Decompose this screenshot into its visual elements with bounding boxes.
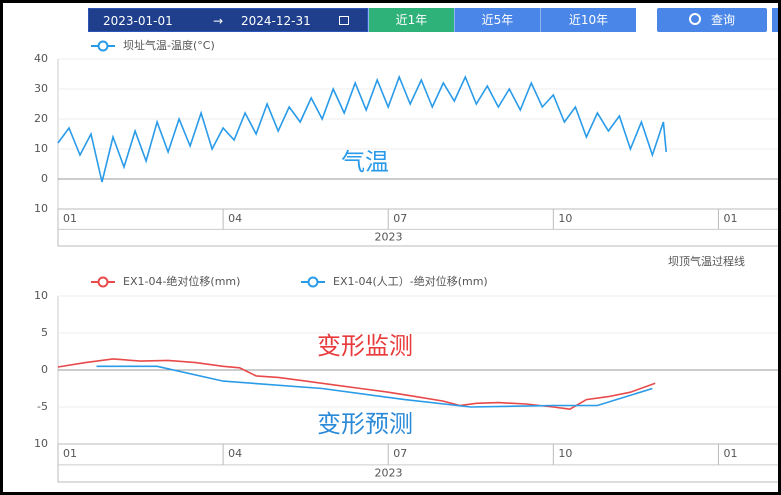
arrow: → bbox=[213, 14, 224, 28]
annotation: 气温 bbox=[341, 148, 389, 176]
annotation: 变形预测 bbox=[317, 410, 413, 438]
date-range-picker[interactable]: 2023-01-01 → 2024-12-31 bbox=[88, 8, 368, 32]
x-tick-label: 10 bbox=[558, 447, 572, 460]
y-tick-label: 10 bbox=[34, 437, 48, 450]
series-line bbox=[57, 358, 656, 411]
y-tick-label: 40 bbox=[34, 52, 48, 65]
x-tick-label: 04 bbox=[228, 212, 242, 225]
legend-marker bbox=[307, 276, 319, 288]
legend-label: 坝址气温-温度(°C) bbox=[123, 38, 215, 52]
button-edge bbox=[772, 8, 778, 32]
y-tick-label: 10 bbox=[34, 142, 48, 155]
y-tick-label: 30 bbox=[34, 82, 48, 95]
query-label: 查询 bbox=[710, 13, 735, 27]
search-icon bbox=[688, 13, 701, 25]
legend-label: EX1-04-绝对位移(mm) bbox=[123, 274, 240, 288]
x-tick-label: 07 bbox=[393, 447, 407, 460]
range-button[interactable]: 近1年 bbox=[368, 8, 454, 32]
y-tick-label: 10 bbox=[34, 202, 48, 215]
chart-caption: 坝顶气温过程线 bbox=[668, 254, 745, 268]
y-tick-label: 20 bbox=[34, 112, 48, 125]
annotation: 变形监测 bbox=[317, 332, 413, 360]
y-tick-label: 0 bbox=[41, 172, 48, 185]
x-tick-label: 10 bbox=[558, 212, 572, 225]
legend-marker bbox=[97, 40, 109, 52]
range-button[interactable]: 近10年 bbox=[540, 8, 636, 32]
y-tick-label: 5 bbox=[41, 326, 48, 339]
x-group-label: 2023 bbox=[375, 466, 403, 479]
x-tick-label: 01 bbox=[63, 212, 77, 225]
x-tick-label: 07 bbox=[393, 212, 407, 225]
x-axis-band bbox=[57, 208, 778, 247]
start-date: 2023-01-01 bbox=[103, 14, 173, 28]
y-tick-label: -5 bbox=[37, 400, 48, 413]
y-tick-label: 0 bbox=[41, 363, 48, 376]
calendar-icon bbox=[339, 16, 349, 25]
legend-marker bbox=[97, 276, 109, 288]
toolbar: 2023-01-01 → 2024-12-31 近1年 近5年 近10年 查询 bbox=[3, 8, 778, 34]
legend-label: EX1-04(人工）-绝对位移(mm) bbox=[333, 274, 488, 288]
x-axis-band bbox=[57, 443, 778, 483]
range-button[interactable]: 近5年 bbox=[454, 8, 540, 32]
query-button[interactable]: 查询 bbox=[657, 8, 767, 32]
x-tick-label: 04 bbox=[228, 447, 242, 460]
end-date: 2024-12-31 bbox=[241, 14, 311, 28]
series-line bbox=[57, 74, 667, 183]
y-tick-label: 10 bbox=[34, 289, 48, 302]
x-tick-label: 01 bbox=[723, 447, 737, 460]
x-tick-label: 01 bbox=[723, 212, 737, 225]
x-group-label: 2023 bbox=[375, 231, 403, 244]
x-tick-label: 01 bbox=[63, 447, 77, 460]
series-line bbox=[96, 365, 653, 408]
